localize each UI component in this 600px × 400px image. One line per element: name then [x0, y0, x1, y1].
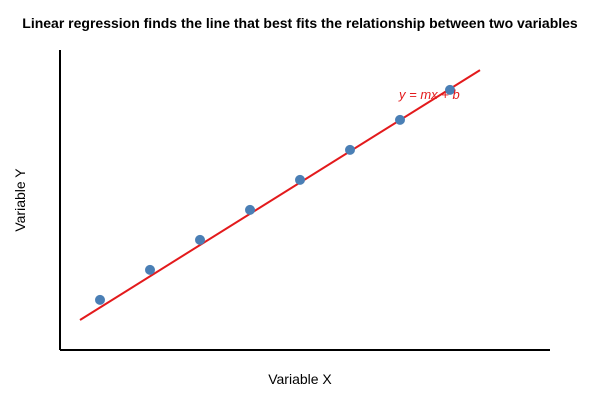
scatter-point — [145, 264, 155, 275]
x-axis-label: Variable X — [268, 371, 332, 387]
regression-equation-label: y = mx + b — [399, 87, 460, 102]
scatter-point — [445, 84, 455, 95]
scatter-point — [345, 144, 355, 155]
chart-title: Linear regression finds the line that be… — [22, 15, 578, 31]
y-axis-label: Variable Y — [12, 168, 28, 232]
scatter-point — [195, 234, 205, 245]
scatter-point — [295, 174, 305, 185]
scatter-point — [395, 114, 405, 125]
scatter-point — [95, 294, 105, 305]
regression-line — [79, 69, 481, 321]
scatter-point — [245, 204, 255, 215]
